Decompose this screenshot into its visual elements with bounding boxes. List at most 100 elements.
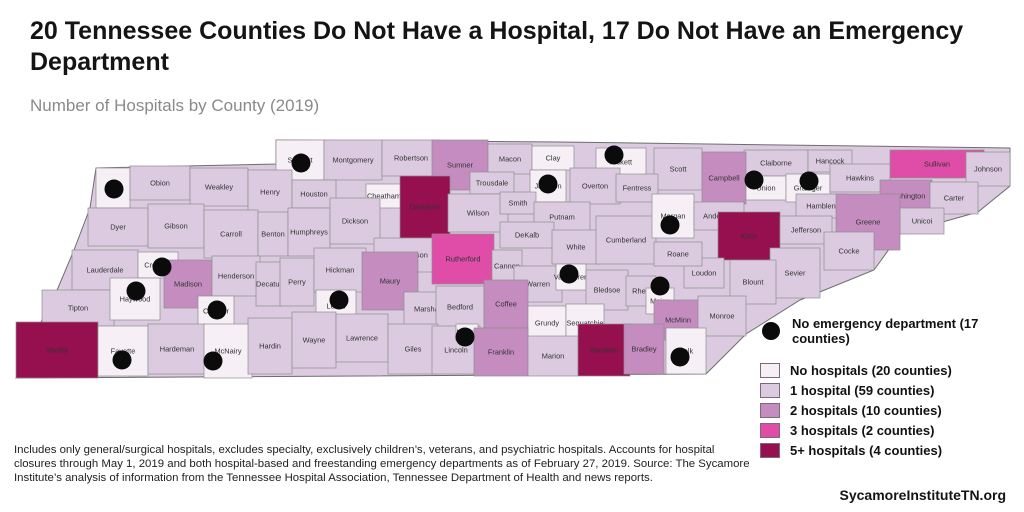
county-label: Smith (509, 199, 528, 208)
county-label: Grundy (535, 319, 560, 328)
county-label: Johnson (974, 165, 1002, 174)
county-label: Cannon (494, 262, 520, 271)
county-label: Sequatchie (567, 319, 604, 328)
legend-swatch (760, 402, 780, 418)
legend-item: 5+ hospitals (4 counties) (760, 440, 952, 460)
county-lawrence (335, 313, 389, 363)
no-ed-dot (126, 281, 146, 301)
county-label: Humphreys (290, 228, 328, 237)
county-label: Coffee (495, 300, 517, 309)
county-label: Warren (526, 280, 550, 289)
legend-label: No hospitals (20 counties) (790, 362, 952, 378)
county-label: Cheatham (367, 192, 401, 201)
county-jefferson (779, 215, 833, 245)
county-robertson (381, 139, 441, 177)
county-bradley (623, 323, 665, 375)
no-ed-dot (744, 170, 764, 190)
no-ed-dot (650, 276, 670, 296)
county-label: White (567, 243, 586, 252)
county-label: Maury (380, 277, 401, 286)
county-label: Houston (300, 190, 328, 199)
county-hickman (313, 247, 367, 293)
dot-icon (762, 322, 780, 340)
county-label: Hardin (259, 342, 281, 351)
county-label: Perry (288, 278, 306, 287)
no-ed-dot (112, 350, 132, 370)
county-label: Franklin (488, 348, 514, 357)
county-label: Lauderdale (87, 266, 124, 275)
no-ed-markers-layer (104, 145, 819, 371)
map-subtitle: Number of Hospitals by County (2019) (30, 96, 320, 115)
county-label: Henderson (218, 272, 254, 281)
county-label: Obion (150, 179, 170, 188)
no-ed-dot (207, 300, 227, 320)
no-ed-dot (455, 327, 475, 347)
county-montgomery (323, 139, 383, 181)
county-label: Gibson (164, 222, 187, 231)
county-label: Montgomery (332, 156, 373, 165)
legend-item: No hospitals (20 counties) (760, 360, 952, 380)
county-label: Tipton (68, 304, 88, 313)
no-ed-dot (203, 351, 223, 371)
county-label: Hancock (816, 157, 845, 166)
county-benton (257, 211, 289, 257)
legend-label: 5+ hospitals (4 counties) (790, 442, 943, 458)
county-dyer (87, 207, 149, 247)
footer-url: SycamoreInstituteTN.org (839, 487, 1006, 503)
county-dickson (329, 197, 381, 245)
legend-label: 3 hospitals (2 counties) (790, 422, 935, 438)
no-ed-dot (152, 257, 172, 277)
legend-no-ed: No emergency department (17 counties) (760, 316, 1002, 346)
county-davidson (399, 175, 451, 239)
county-chester (197, 295, 235, 327)
county-label: Cocke (839, 247, 860, 256)
county-giles (387, 323, 439, 375)
county-label: Cumberland (606, 236, 646, 245)
no-ed-dot (604, 145, 624, 165)
no-ed-dot (660, 215, 680, 235)
no-ed-dot (559, 264, 579, 284)
county-marion (527, 335, 579, 377)
county-cocke (823, 231, 875, 271)
county-hardeman (147, 323, 207, 375)
no-ed-dot (104, 179, 124, 199)
county-label: Henry (260, 188, 280, 197)
county-label: Sullivan (924, 160, 950, 169)
county-label: Clay (546, 154, 561, 163)
source-note: Includes only general/surgical hospitals… (14, 444, 750, 484)
county-label: Claiborne (760, 159, 792, 168)
county-label: Hamblen (806, 202, 836, 211)
county-label: Madison (174, 280, 202, 289)
county-houston (291, 179, 337, 209)
county-label: Sumner (447, 161, 473, 170)
no-ed-dot (291, 153, 311, 173)
county-label: Pickett (610, 158, 632, 167)
county-label: Robertson (394, 154, 428, 163)
county-label: Overton (582, 182, 608, 191)
county-label: Carter (944, 194, 965, 203)
county-label: Benton (261, 230, 284, 239)
county-johnson (965, 151, 1011, 187)
county-label: Loudon (692, 269, 717, 278)
county-label: Giles (405, 345, 422, 354)
county-label: Hamilton (589, 346, 618, 355)
legend-swatch (760, 442, 780, 458)
county-coffee (483, 279, 529, 329)
county-label: Rhea (632, 287, 651, 296)
county-tipton (41, 289, 115, 327)
county-cumberland (595, 215, 657, 265)
county-label: Knox (741, 232, 758, 241)
county-label: Bledsoe (594, 286, 621, 295)
legend-item: 1 hospital (59 counties) (760, 380, 952, 400)
county-label: Shelby (46, 346, 69, 355)
legend-swatch (760, 362, 780, 378)
county-label: McMinn (665, 316, 691, 325)
county-white (551, 229, 601, 265)
legend-swatch (760, 382, 780, 398)
legend-no-ed-label: No emergency department (17 counties) (792, 316, 979, 346)
county-label: McNairy (214, 347, 241, 356)
county-label: Hawkins (846, 174, 874, 183)
legend-item: 2 hospitals (10 counties) (760, 400, 952, 420)
county-henry (247, 169, 293, 215)
county-label: Hardeman (160, 345, 195, 354)
